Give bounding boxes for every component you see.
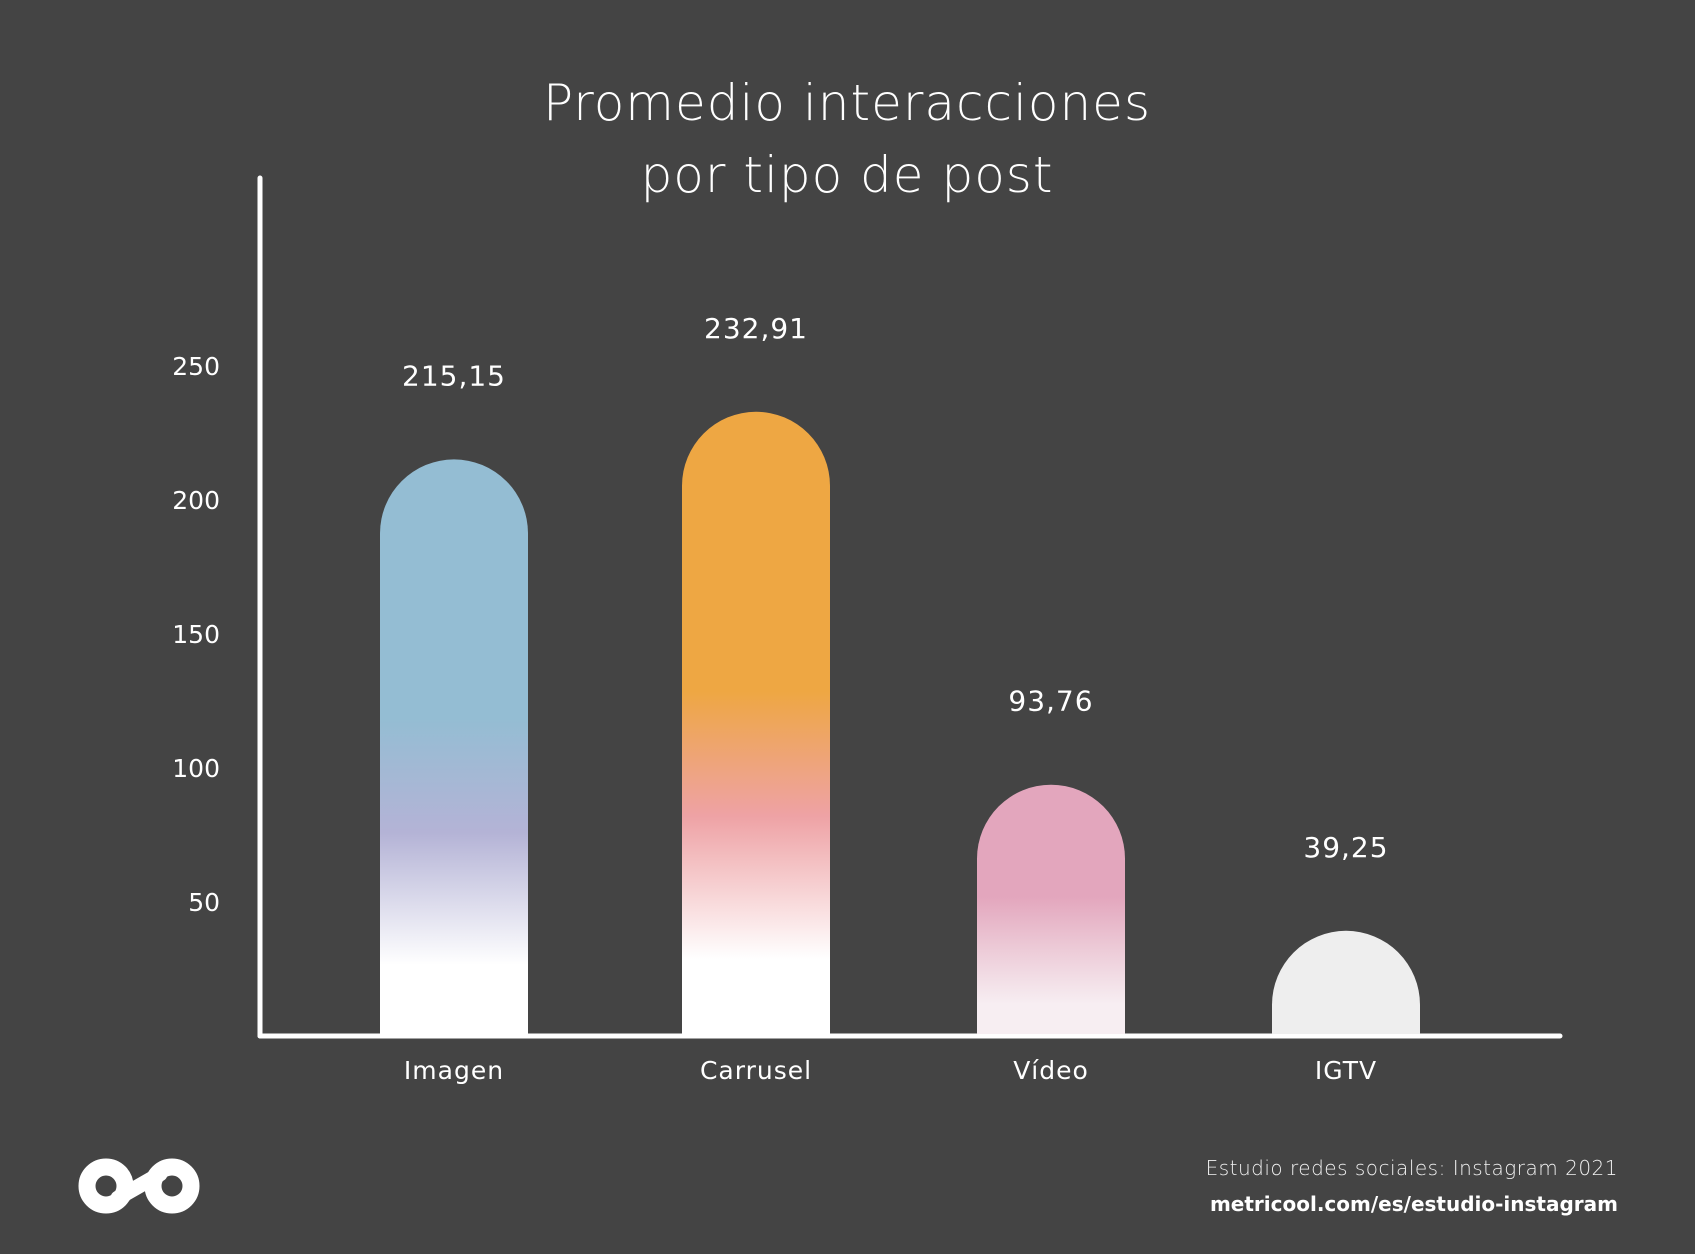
- data-label: 93,76: [1008, 685, 1093, 718]
- x-tick-label: IGTV: [1315, 1056, 1377, 1085]
- metricool-logo-icon: [78, 1158, 200, 1214]
- footer-url-link[interactable]: metricool.com/es/estudio-instagram: [1209, 1192, 1618, 1216]
- x-tick-label: Vídeo: [1013, 1056, 1089, 1085]
- data-label: 215,15: [402, 359, 506, 392]
- bar-vídeo: [977, 784, 1125, 1034]
- y-tick-label: 100: [172, 754, 220, 783]
- bar-carrusel: [682, 411, 830, 1034]
- data-label: 39,25: [1303, 831, 1388, 864]
- chart-bars: [380, 411, 1420, 1034]
- footer-source-text: Estudio redes sociales: Instagram 2021: [1205, 1156, 1618, 1180]
- chart-axes: [257, 175, 1563, 1039]
- data-label: 232,91: [704, 312, 808, 345]
- y-tick-label: 50: [188, 888, 220, 917]
- chart-title-line-1: Promedio interacciones: [543, 74, 1151, 132]
- y-tick-label: 250: [172, 352, 220, 381]
- y-tick-label: 150: [172, 620, 220, 649]
- y-tick-label: 200: [172, 486, 220, 515]
- bar-igtv: [1272, 930, 1420, 1034]
- x-tick-label: Carrusel: [700, 1056, 812, 1085]
- chart-title-line-2: por tipo de post: [641, 146, 1054, 204]
- bar-imagen: [380, 459, 528, 1034]
- x-tick-label: Imagen: [404, 1056, 504, 1085]
- chart-labels: 50 100 150 200 250 215,15 Imagen 232,91 Carrusel…: [172, 312, 1388, 1085]
